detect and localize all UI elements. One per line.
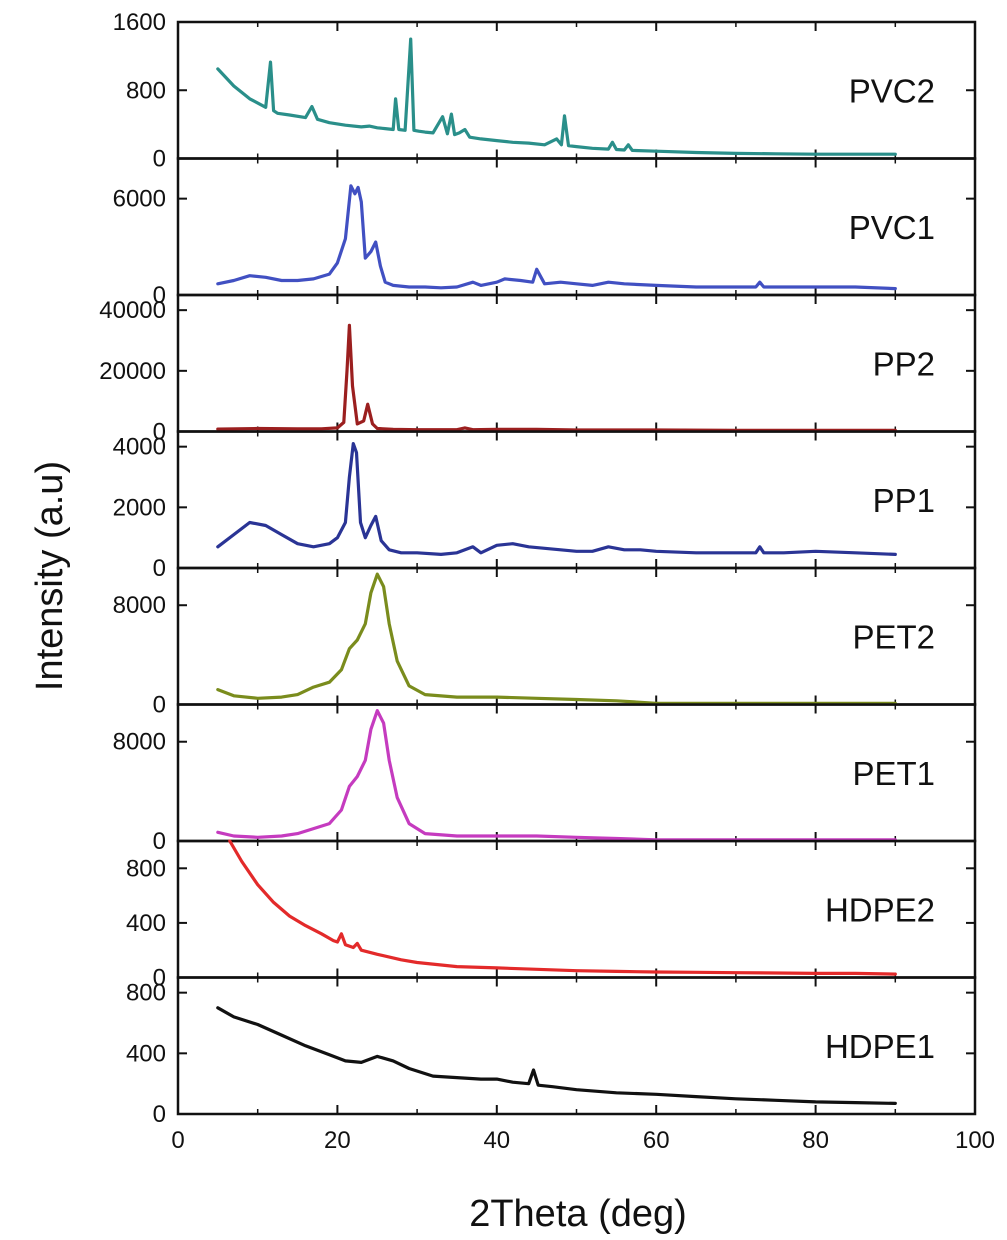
x-tick-label: 60: [643, 1127, 670, 1154]
panel-pet2: 0 8000 PET2: [113, 566, 977, 719]
y-tick-label-pvc1: 6000: [113, 186, 166, 213]
panel-pp1: 0 2000 4000 PP1: [113, 430, 977, 582]
panel-frame-pp1: [176, 430, 977, 570]
panel-label-pet2: PET2: [852, 618, 935, 655]
y-tick-label-pet1: 8000: [113, 729, 166, 756]
y-tick-label-hdpe1: 0: [153, 1101, 166, 1128]
y-tick-label-pp1: 4000: [113, 434, 166, 461]
y-tick-label-pvc2: 0: [153, 146, 166, 173]
y-tick-label-pet2: 8000: [113, 592, 166, 619]
panel-frame-pp2: [176, 293, 977, 433]
panel-hdpe1: 0 400 800 HDPE1: [126, 976, 977, 1128]
y-tick-label-hdpe1: 400: [126, 1040, 166, 1067]
y-tick-label-pet1: 0: [153, 828, 166, 855]
y-tick-label-hdpe2: 400: [126, 910, 166, 937]
y-tick-label-pp2: 0: [153, 419, 166, 446]
series-line-pvc2: [216, 37, 897, 156]
y-axis-title: Intensity (a.u): [29, 461, 71, 691]
series-line-pvc1: [216, 184, 897, 291]
panels-group: 08001600PVC206000PVC102000040000PP202000…: [99, 9, 977, 1128]
panel-label-hdpe2: HDPE2: [825, 891, 935, 928]
x-axis: 0 20 40 60 80 100: [171, 1127, 995, 1154]
series-line-pet2: [216, 572, 897, 705]
y-tick-label-pet2: 0: [153, 692, 166, 719]
x-axis-title: 2Theta (deg): [469, 1193, 687, 1235]
panel-pvc2: 0 800 1600 PVC2: [113, 9, 977, 173]
y-tick-label-pp2: 20000: [99, 358, 166, 385]
panel-hdpe2: 0 400 800 HDPE2: [126, 839, 977, 992]
panel-label-pp2: PP2: [873, 345, 935, 382]
y-tick-label-pvc2: 1600: [113, 9, 166, 36]
panel-label-pp1: PP1: [873, 482, 935, 519]
y-tick-label-hdpe2: 0: [153, 965, 166, 992]
y-tick-label-hdpe2: 800: [126, 855, 166, 882]
x-tick-label: 20: [324, 1127, 351, 1154]
panel-label-pvc2: PVC2: [849, 72, 935, 109]
x-tick-label: 80: [802, 1127, 829, 1154]
y-tick-label-pp1: 0: [153, 555, 166, 582]
y-tick-label-pvc2: 800: [126, 77, 166, 104]
panel-label-pvc1: PVC1: [849, 209, 935, 246]
series-line-pp2: [216, 323, 897, 432]
y-tick-label-pp1: 2000: [113, 494, 166, 521]
panel-pvc1: 0 6000 PVC1: [113, 157, 977, 309]
panel-label-pet1: PET1: [852, 755, 935, 792]
y-tick-label-hdpe1: 800: [126, 980, 166, 1007]
y-tick-label-pvc1: 0: [153, 282, 166, 309]
series-line-pet1: [216, 709, 897, 842]
panel-pet1: 0 8000 PET1: [113, 703, 977, 855]
x-tick-label: 40: [483, 1127, 510, 1154]
y-tick-label-pp2: 40000: [99, 297, 166, 324]
series-line-hdpe1: [216, 1006, 897, 1105]
x-tick-label: 0: [171, 1127, 184, 1154]
panel-label-hdpe1: HDPE1: [825, 1028, 935, 1065]
x-tick-label: 100: [955, 1127, 995, 1154]
series-line-pp1: [216, 442, 897, 556]
series-line-hdpe2: [228, 839, 897, 976]
panel-pp2: 0 20000 40000 PP2: [99, 293, 977, 446]
